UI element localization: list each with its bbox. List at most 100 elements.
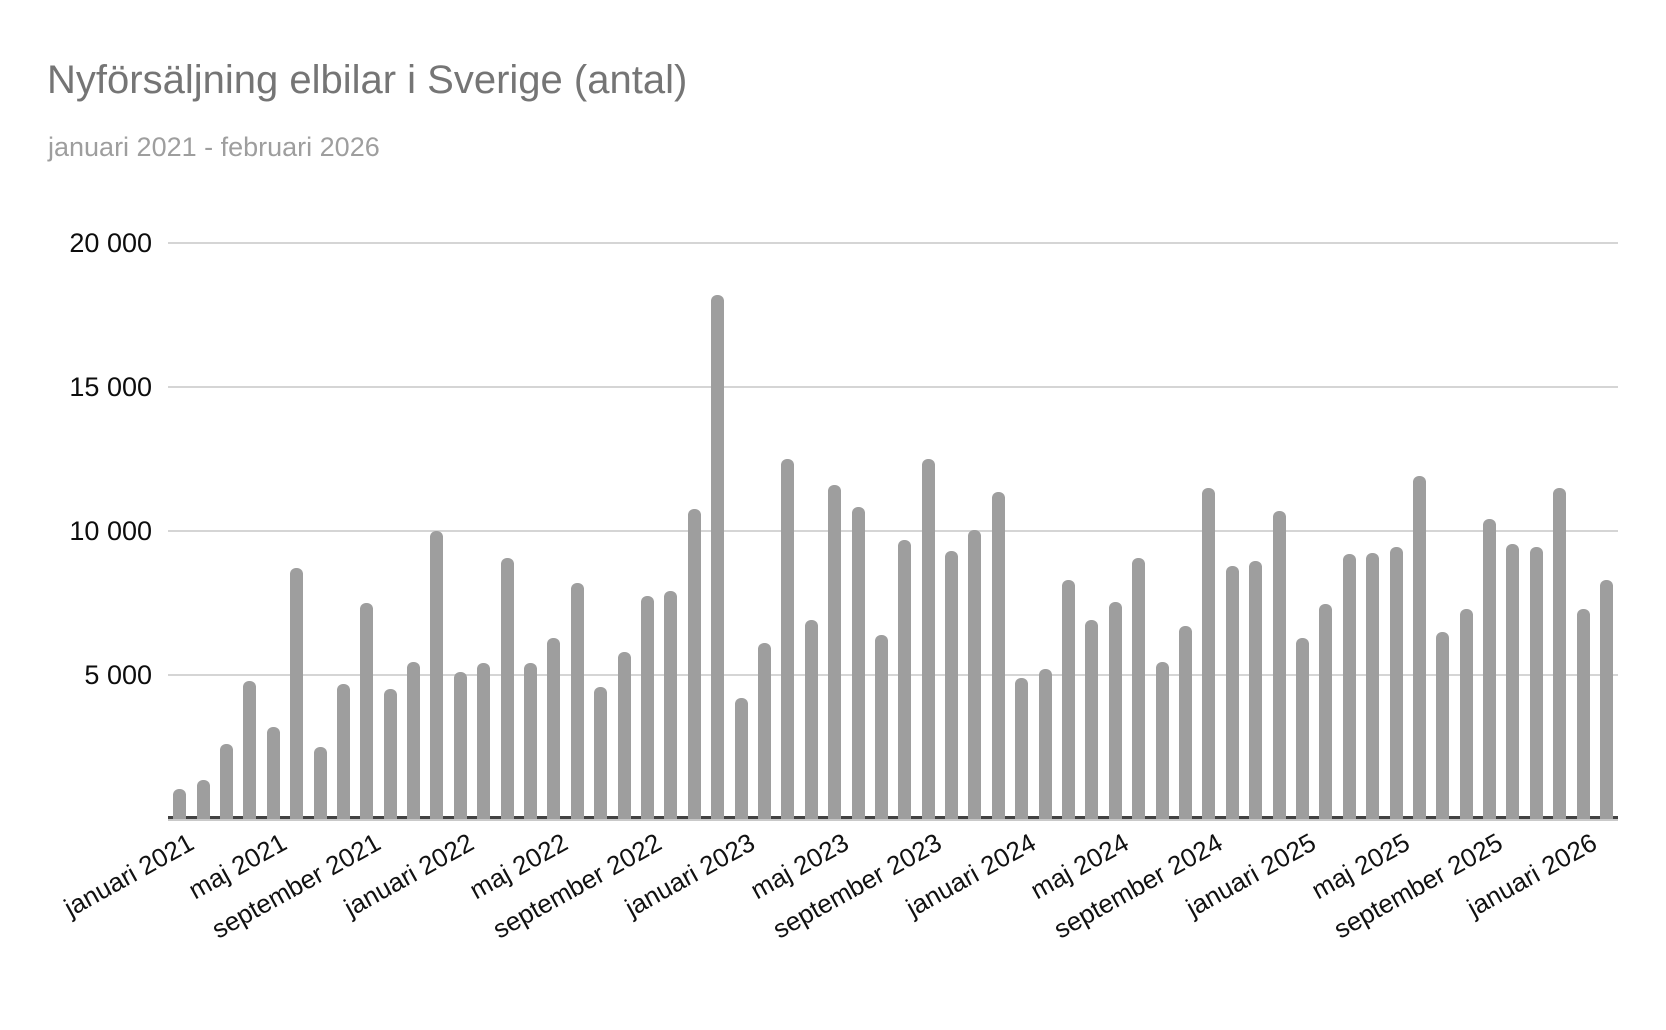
bar-slot xyxy=(846,243,869,819)
bar-januari 2023[interactable] xyxy=(734,698,748,819)
bar-juni 2024[interactable] xyxy=(1132,558,1146,819)
bar-slot xyxy=(262,243,285,819)
bar-slot xyxy=(1267,243,1290,819)
bar-slot xyxy=(1080,243,1103,819)
bar-slot xyxy=(1244,243,1267,819)
bar-slot xyxy=(402,243,425,819)
bar-januari 2025[interactable] xyxy=(1295,638,1309,819)
bar-september 2025[interactable] xyxy=(1483,519,1497,819)
bar-februari 2023[interactable] xyxy=(757,643,771,819)
bar-mars 2022[interactable] xyxy=(500,558,514,819)
bar-november 2023[interactable] xyxy=(968,530,982,819)
bar-slot xyxy=(706,243,729,819)
bar-januari 2022[interactable] xyxy=(453,672,467,819)
bar-september 2022[interactable] xyxy=(641,596,654,819)
bar-februari 2022[interactable] xyxy=(477,663,491,819)
bar-mars 2023[interactable] xyxy=(781,459,795,819)
bar-augusti 2021[interactable] xyxy=(336,684,350,819)
bar-maj 2023[interactable] xyxy=(828,485,842,819)
bar-slot xyxy=(1361,243,1384,819)
bar-slot xyxy=(1197,243,1220,819)
bar-juli 2023[interactable] xyxy=(874,635,888,819)
bar-augusti 2025[interactable] xyxy=(1459,609,1473,819)
bar-slot xyxy=(425,243,448,819)
bar-slot xyxy=(1033,243,1056,819)
bar-slot xyxy=(1548,243,1571,819)
bar-februari 2021[interactable] xyxy=(196,780,210,819)
bar-november 2024[interactable] xyxy=(1249,561,1263,819)
bar-februari 2025[interactable] xyxy=(1319,604,1333,819)
bar-slot xyxy=(566,243,589,819)
bar-slot xyxy=(1314,243,1337,819)
bar-slot xyxy=(589,243,612,819)
bar-april 2025[interactable] xyxy=(1366,553,1380,819)
bar-slot xyxy=(308,243,331,819)
bar-slot xyxy=(355,243,378,819)
bar-juni 2025[interactable] xyxy=(1412,476,1426,819)
bar-slot xyxy=(987,243,1010,819)
bar-mars 2021[interactable] xyxy=(219,744,233,819)
plot-area xyxy=(168,242,1618,821)
bar-september 2023[interactable] xyxy=(921,459,935,819)
bar-juni 2021[interactable] xyxy=(290,568,304,819)
bar-september 2024[interactable] xyxy=(1202,488,1216,819)
bar-augusti 2024[interactable] xyxy=(1178,626,1192,819)
bar-juli 2021[interactable] xyxy=(313,747,327,819)
gridline-20000 xyxy=(168,242,1618,244)
bar-juni 2022[interactable] xyxy=(570,583,584,819)
y-axis-labels: 20 000 15 000 10 000 5 000 xyxy=(38,228,152,819)
bar-series xyxy=(168,243,1618,819)
bar-oktober 2023[interactable] xyxy=(945,551,959,819)
bar-juli 2025[interactable] xyxy=(1436,632,1450,819)
bar-slot xyxy=(1478,243,1501,819)
chart-subtitle: januari 2021 - februari 2026 xyxy=(48,132,380,162)
bar-augusti 2022[interactable] xyxy=(617,652,631,819)
bar-slot xyxy=(612,243,635,819)
bar-april 2024[interactable] xyxy=(1085,620,1099,819)
bar-slot xyxy=(472,243,495,819)
bar-slot xyxy=(659,243,682,819)
bar-januari 2024[interactable] xyxy=(1015,678,1029,819)
bar-slot xyxy=(1525,243,1548,819)
bar-slot xyxy=(168,243,191,819)
bar-mars 2025[interactable] xyxy=(1342,554,1356,819)
bar-december 2024[interactable] xyxy=(1272,511,1286,819)
bar-november 2021[interactable] xyxy=(407,662,421,819)
bar-slot xyxy=(191,243,214,819)
bar-januari 2021[interactable] xyxy=(173,789,187,819)
bar-september 2021[interactable] xyxy=(360,603,374,819)
bar-juli 2024[interactable] xyxy=(1155,662,1169,819)
bar-maj 2024[interactable] xyxy=(1108,602,1122,819)
bar-april 2021[interactable] xyxy=(243,681,257,819)
bar-juli 2022[interactable] xyxy=(594,687,608,819)
bar-december 2023[interactable] xyxy=(991,492,1005,819)
bar-maj 2025[interactable] xyxy=(1389,547,1403,819)
bar-januari 2026[interactable] xyxy=(1576,609,1590,819)
bar-maj 2021[interactable] xyxy=(266,727,280,819)
bar-december 2025[interactable] xyxy=(1553,488,1567,819)
bar-slot xyxy=(940,243,963,819)
bar-slot xyxy=(495,243,518,819)
bar-oktober 2025[interactable] xyxy=(1506,544,1520,819)
bar-oktober 2024[interactable] xyxy=(1225,566,1239,819)
bar-juni 2023[interactable] xyxy=(851,507,865,819)
bar-november 2025[interactable] xyxy=(1529,547,1543,819)
bar-februari 2024[interactable] xyxy=(1038,669,1052,819)
bar-slot xyxy=(1127,243,1150,819)
bar-februari 2026[interactable] xyxy=(1600,580,1614,819)
bar-maj 2022[interactable] xyxy=(547,638,561,819)
bar-mars 2024[interactable] xyxy=(1062,580,1076,819)
y-axis-label: 20 000 xyxy=(69,228,152,258)
bar-oktober 2022[interactable] xyxy=(664,591,678,819)
bar-april 2022[interactable] xyxy=(524,663,538,819)
bar-augusti 2023[interactable] xyxy=(898,540,912,819)
bar-december 2022[interactable] xyxy=(711,295,725,819)
bar-oktober 2021[interactable] xyxy=(383,689,397,819)
bar-november 2022[interactable] xyxy=(687,509,701,819)
bar-december 2021[interactable] xyxy=(430,531,444,819)
bar-slot xyxy=(1150,243,1173,819)
bar-slot xyxy=(1384,243,1407,819)
bar-slot xyxy=(963,243,986,819)
bar-april 2023[interactable] xyxy=(804,620,818,819)
bar-slot xyxy=(917,243,940,819)
